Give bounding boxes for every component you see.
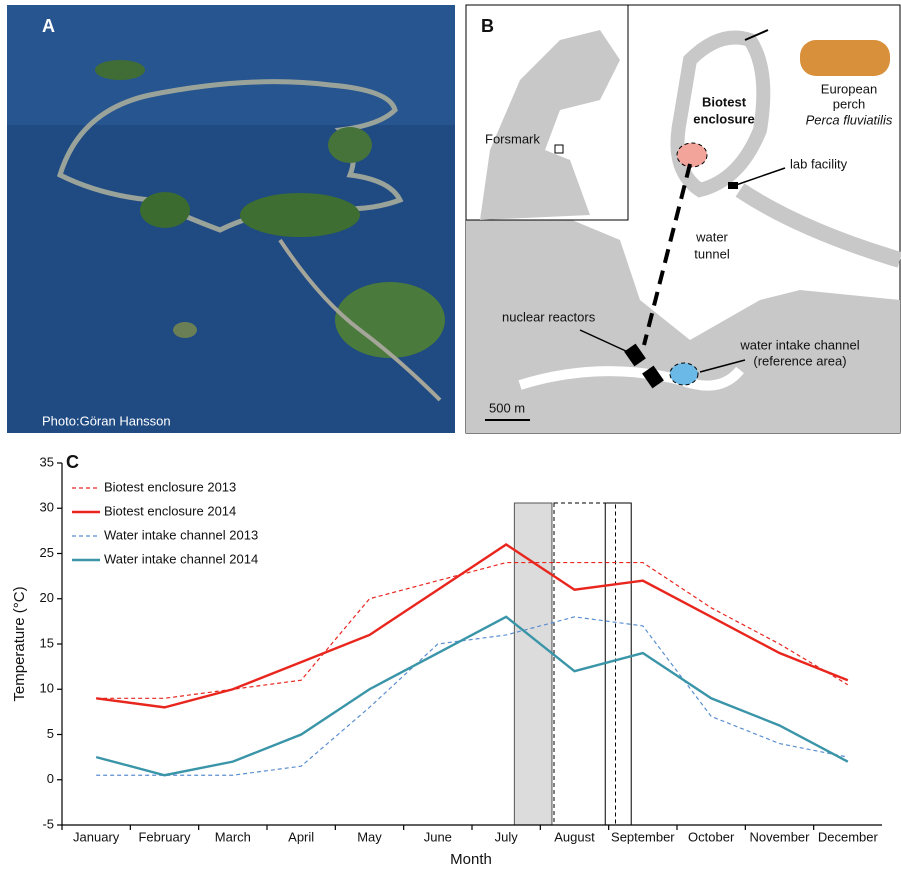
map-label: Perca fluviatilis xyxy=(806,112,893,127)
map-label: water xyxy=(695,229,728,244)
sea-light xyxy=(7,5,455,125)
period-box xyxy=(514,503,552,825)
y-tick-label: 5 xyxy=(47,726,54,741)
island xyxy=(95,60,145,80)
y-tick-label: 25 xyxy=(40,545,54,560)
island xyxy=(240,193,360,237)
x-tick-label: July xyxy=(495,829,519,844)
legend-label: Water intake channel 2014 xyxy=(104,551,258,566)
y-tick-label: 15 xyxy=(40,635,54,650)
island xyxy=(335,282,445,358)
x-tick-label: January xyxy=(73,829,120,844)
y-tick-label: 35 xyxy=(40,454,54,469)
panel-label: B xyxy=(481,16,494,36)
map-label: tunnel xyxy=(694,246,730,261)
y-tick-label: 20 xyxy=(40,590,54,605)
lab-marker xyxy=(728,182,738,189)
map-panel: B Forsmark Biotest enclosure European pe… xyxy=(466,5,900,433)
x-tick-label: November xyxy=(750,829,811,844)
y-axis-label: Temperature (°C) xyxy=(11,586,28,701)
map-label: Forsmark xyxy=(485,131,540,146)
map-label: European xyxy=(821,81,877,96)
map-label: enclosure xyxy=(693,111,754,126)
x-tick-label: December xyxy=(818,829,879,844)
y-tick-label: -5 xyxy=(42,816,54,831)
series-line xyxy=(96,544,848,707)
y-tick-label: 30 xyxy=(40,500,54,515)
x-tick-label: September xyxy=(611,829,675,844)
island xyxy=(173,322,197,338)
island xyxy=(328,127,372,163)
legend-label: Biotest enclosure 2013 xyxy=(104,479,236,494)
legend-label: Biotest enclosure 2014 xyxy=(104,503,236,518)
intake-marker xyxy=(670,363,698,385)
period-box xyxy=(605,503,631,825)
photo-panel: A Photo:Göran Hansson xyxy=(7,5,455,433)
x-tick-label: May xyxy=(357,829,382,844)
map-label: perch xyxy=(833,96,866,111)
photo-credit: Photo:Göran Hansson xyxy=(42,413,171,428)
island xyxy=(140,192,190,228)
panel-label: A xyxy=(42,16,55,36)
map-label: lab facility xyxy=(790,156,848,171)
fish-icon xyxy=(800,40,890,76)
y-tick-label: 0 xyxy=(47,771,54,786)
scale-label: 500 m xyxy=(489,400,525,415)
figure: A Photo:Göran Hansson B Forsmark Biotest… xyxy=(0,0,901,870)
x-tick-label: March xyxy=(215,829,251,844)
map-label: (reference area) xyxy=(753,353,846,368)
x-tick-label: April xyxy=(288,829,314,844)
x-axis-label: Month xyxy=(450,851,492,868)
period-box xyxy=(554,503,616,825)
map-label: nuclear reactors xyxy=(502,309,596,324)
map-label: water intake channel xyxy=(739,337,859,352)
enclosure-marker xyxy=(677,143,707,167)
x-tick-label: August xyxy=(554,829,595,844)
legend-label: Water intake channel 2013 xyxy=(104,527,258,542)
map-label: Biotest xyxy=(702,94,747,109)
panel-label: C xyxy=(66,452,79,472)
chart: C Temperature (°C) Month -5 0 5 10 15 20 25 30 3… xyxy=(11,452,882,868)
x-tick-label: October xyxy=(688,829,735,844)
x-tick-label: June xyxy=(424,829,452,844)
y-tick-label: 10 xyxy=(40,681,54,696)
x-tick-label: February xyxy=(138,829,191,844)
